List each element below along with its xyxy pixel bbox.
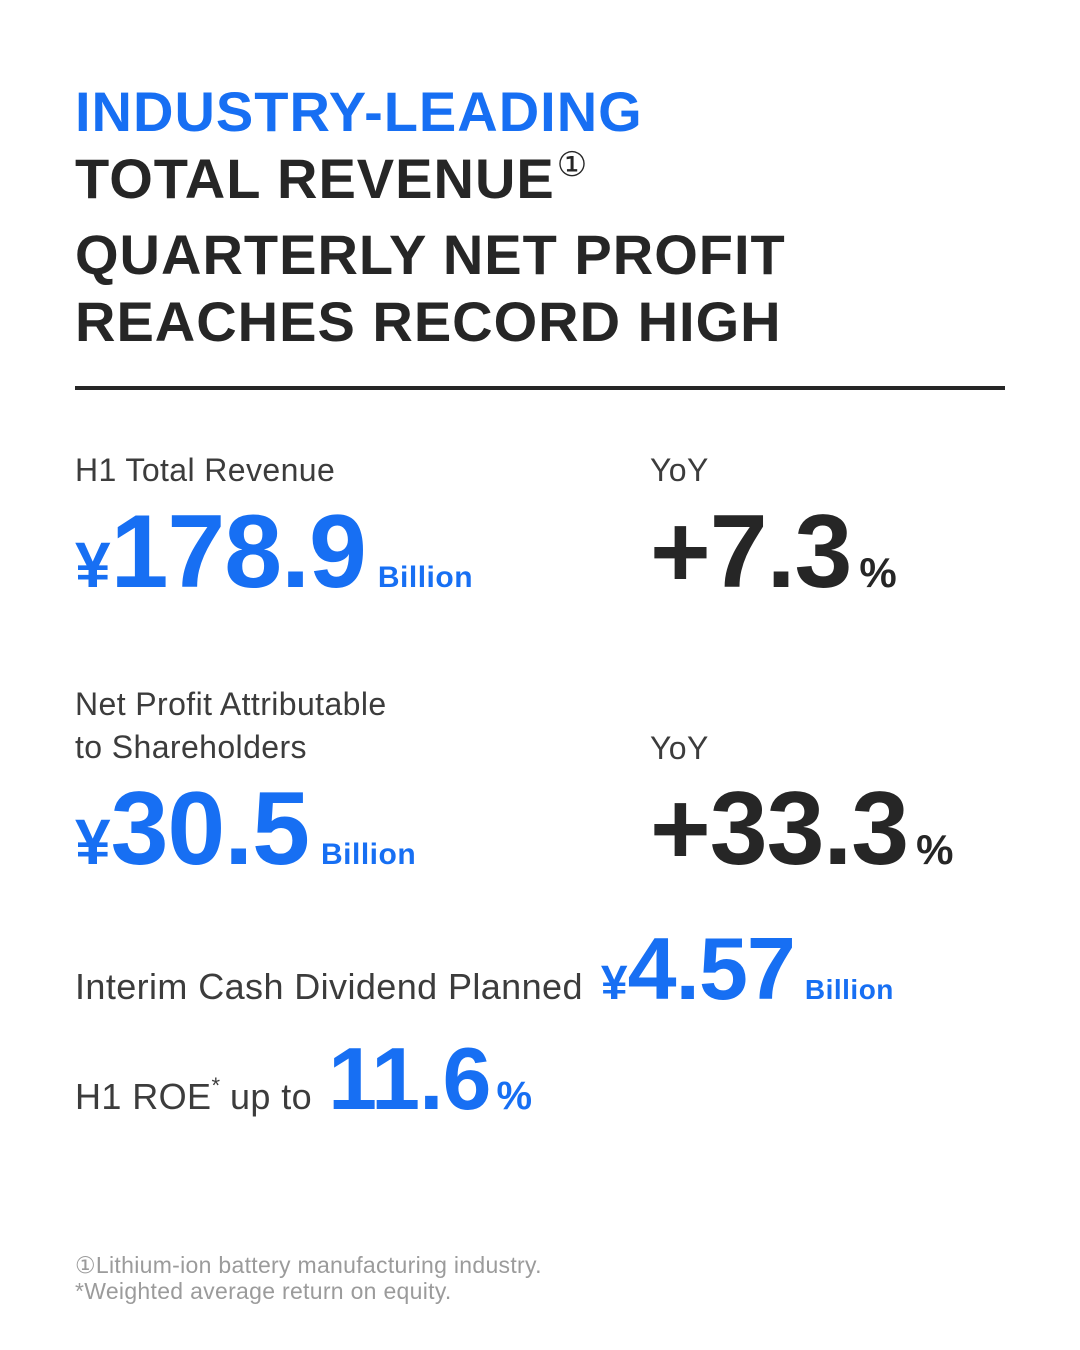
roe-label: H1 ROE: [75, 1076, 212, 1117]
net-profit-label-line1: Net Profit Attributable: [75, 686, 387, 722]
roe-percent-sign: %: [496, 1074, 533, 1118]
revenue-yoy-value: +7.3%: [650, 500, 897, 604]
roe-label-rest: up to: [230, 1076, 313, 1117]
footnote-line2: *Weighted average return on equity.: [75, 1278, 452, 1304]
revenue-yoy-percent-sign: %: [859, 549, 897, 596]
dividend-currency-symbol: ¥: [600, 957, 628, 1010]
title-line-reaches-record-high: REACHES RECORD HIGH: [75, 290, 782, 353]
title-line-industry-leading: INDUSTRY-LEADING: [75, 80, 643, 143]
net-profit-yoy-amount: +33.3: [650, 771, 909, 887]
roe-row: H1 ROE* up to 11.6%: [75, 1035, 532, 1123]
dividend-row: Interim Cash Dividend Planned ¥4.57 Billio…: [75, 925, 894, 1013]
divider-rule: [75, 386, 1005, 390]
revenue-currency-symbol: ¥: [75, 529, 111, 601]
net-profit-yoy-percent-sign: %: [916, 826, 954, 873]
dividend-unit: Billion: [804, 974, 894, 1005]
footnotes: ①Lithium-ion battery manufacturing indus…: [75, 1252, 542, 1304]
net-profit-amount: 30.5: [110, 771, 310, 887]
net-profit-label-line2: to Shareholders: [75, 729, 307, 765]
net-profit-label: Net Profit Attributable to Shareholders: [75, 683, 387, 769]
footnote-line1: ①Lithium-ion battery manufacturing indus…: [75, 1252, 542, 1278]
net-profit-yoy-label: YoY: [650, 730, 709, 766]
title-line-total-revenue: TOTAL REVENUE①: [75, 145, 786, 221]
dividend-label: Interim Cash Dividend Planned: [75, 966, 583, 1007]
revenue-unit: Billion: [377, 561, 474, 594]
revenue-amount: 178.9: [110, 494, 367, 610]
page-title: INDUSTRY-LEADING TOTAL REVENUE① QUARTERL…: [75, 78, 786, 355]
revenue-label: H1 Total Revenue: [75, 452, 336, 488]
revenue-yoy-label: YoY: [650, 452, 709, 488]
net-profit-yoy-value: +33.3%: [650, 777, 954, 881]
title-total-revenue-text: TOTAL REVENUE: [75, 147, 555, 210]
net-profit-currency-symbol: ¥: [75, 806, 111, 878]
net-profit-value: ¥30.5 Billion: [75, 777, 416, 881]
revenue-value: ¥178.9 Billion: [75, 500, 473, 604]
net-profit-unit: Billion: [321, 838, 417, 871]
dividend-amount: 4.57: [627, 919, 796, 1018]
footnote-ref-1-superscript: ①: [556, 146, 588, 184]
revenue-yoy-amount: +7.3: [650, 494, 852, 610]
title-line-quarterly-net-profit: QUARTERLY NET PROFIT: [75, 223, 786, 286]
roe-asterisk-superscript: *: [211, 1073, 220, 1098]
roe-amount: 11.6: [328, 1029, 491, 1128]
